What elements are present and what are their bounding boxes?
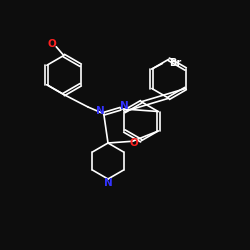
Text: N: N (96, 106, 104, 116)
Text: N: N (104, 178, 113, 188)
Text: N: N (120, 101, 128, 111)
Text: O: O (130, 138, 138, 147)
Text: Br: Br (169, 58, 181, 68)
Text: O: O (47, 39, 56, 49)
